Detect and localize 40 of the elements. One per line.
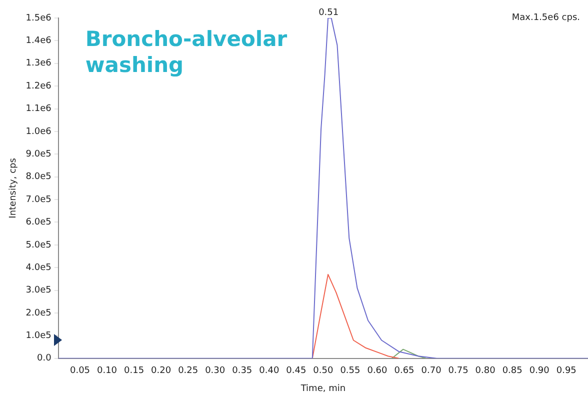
- y-tick-label: 1.5e6: [26, 13, 52, 24]
- x-tick-label: 0.85: [502, 366, 522, 376]
- y-tick-label: 1.2e6: [26, 81, 52, 92]
- x-tick-label: 0.25: [178, 366, 198, 376]
- x-tick-label: 0.70: [421, 366, 442, 376]
- y-tick-label: 2.0e5: [26, 308, 52, 318]
- y-tick-label: 0.0: [37, 354, 52, 364]
- y-tick-label: 1.0e5: [26, 331, 52, 342]
- y-tick-label: 1.3e6: [26, 58, 52, 69]
- y-tick-label: 1.4e6: [26, 36, 52, 46]
- y-tick-label: 9.0e5: [26, 150, 52, 160]
- text: Broncho-alveolar washing: [85, 26, 288, 77]
- x-tick-label: 0.50: [313, 366, 334, 376]
- x-tick-label: 0.65: [394, 366, 414, 376]
- x-tick-label: 0.90: [529, 366, 550, 376]
- x-tick-label: 0.95: [556, 366, 576, 376]
- x-tick-label: 0.10: [96, 366, 118, 376]
- x-tick-label: 0.45: [286, 366, 306, 376]
- x-tick-label: 0.30: [205, 366, 226, 376]
- y-tick-label: 5.0e5: [26, 240, 52, 250]
- y-tick-label: 8.0e5: [26, 172, 52, 182]
- y-tick-label: 6.0e5: [26, 218, 52, 228]
- x-tick-label: 0.40: [259, 366, 280, 376]
- x-tick-label: 0.75: [448, 366, 468, 376]
- x-tick-label: 0.15: [124, 366, 144, 376]
- x-tick-label: 0.80: [475, 366, 496, 376]
- x-tick-label: 0.60: [367, 366, 388, 376]
- annotation: 0.51: [318, 8, 339, 18]
- y-axis-title: Intensity, cps: [8, 158, 19, 218]
- x-tick-label: 0.05: [70, 366, 90, 376]
- x-tick-label: 0.20: [151, 366, 172, 376]
- y-tick-label: 4.0e5: [26, 262, 52, 273]
- x-tick-label: 0.35: [232, 366, 252, 376]
- annotation: Max.1.5e6 cps.: [512, 12, 580, 23]
- y-tick-label: 3.0e5: [26, 286, 52, 296]
- x-tick-label: 0.55: [340, 366, 360, 376]
- x-axis-title: Time, min: [300, 384, 346, 394]
- y-tick-label: 7.0e5: [26, 194, 52, 205]
- y-tick-label: 1.1e6: [26, 104, 52, 114]
- y-tick-label: 1.0e6: [26, 126, 52, 137]
